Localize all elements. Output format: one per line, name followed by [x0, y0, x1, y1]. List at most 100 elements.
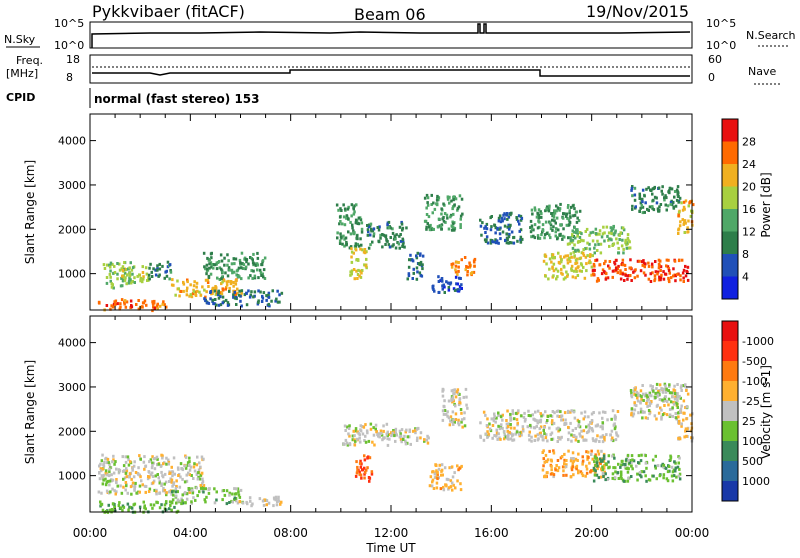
power-cell	[226, 253, 229, 257]
velocity-cell	[451, 481, 454, 485]
power-cell	[598, 229, 602, 233]
x-tick-label: 00:00	[675, 526, 710, 540]
power-cell	[226, 301, 230, 305]
velocity-cell	[223, 493, 227, 497]
velocity-cell	[588, 426, 591, 430]
velocity-cell	[237, 493, 241, 497]
velocity-cell	[114, 492, 117, 496]
power-cell	[554, 230, 557, 234]
velocity-cell	[175, 479, 178, 483]
power-cell	[667, 276, 670, 280]
power-cell	[204, 299, 207, 303]
power-cell	[516, 239, 519, 243]
power-cell	[204, 295, 207, 299]
power-cell	[649, 189, 653, 192]
power-cbar-label: Power [dB]	[759, 172, 773, 237]
power-echo-region	[450, 256, 477, 277]
velocity-cell	[587, 415, 590, 419]
velocity-cell	[627, 458, 630, 462]
velocity-cell	[453, 420, 456, 424]
velocity-cell	[603, 470, 606, 474]
power-cell	[436, 194, 439, 198]
power-cell	[580, 263, 583, 267]
power-cell	[359, 275, 363, 279]
velocity-cell	[113, 503, 116, 506]
power-cell	[142, 277, 145, 281]
power-cell	[630, 279, 633, 282]
velocity-cell	[596, 424, 599, 428]
power-cell	[370, 229, 373, 233]
power-cell	[593, 246, 596, 250]
velocity-cell	[652, 474, 655, 478]
power-cell	[376, 226, 379, 229]
power-cell	[576, 234, 579, 238]
velocity-cell	[372, 433, 376, 437]
power-cell	[217, 303, 221, 307]
power-cell	[206, 267, 209, 271]
power-cell	[143, 299, 147, 303]
velocity-cell	[449, 479, 453, 483]
power-cell	[569, 252, 573, 256]
velocity-cell	[546, 419, 549, 422]
power-cell	[484, 225, 487, 229]
power-cell	[536, 226, 540, 230]
velocity-cell	[652, 389, 655, 393]
velocity-cell	[443, 405, 446, 409]
velocity-cell	[426, 441, 430, 445]
power-cell	[624, 273, 627, 277]
power-cell	[199, 293, 202, 297]
power-cell	[113, 271, 117, 274]
velocity-cell	[607, 460, 610, 464]
power-cell	[586, 241, 589, 245]
velocity-cell	[454, 412, 458, 416]
velocity-cell	[172, 481, 176, 485]
velocity-cell	[678, 437, 682, 441]
power-cell	[360, 227, 364, 231]
velocity-cell	[539, 418, 543, 422]
power-cell	[125, 282, 128, 286]
power-cell	[355, 234, 359, 238]
velocity-cell	[595, 461, 599, 465]
velocity-cell	[457, 421, 460, 425]
power-cell	[646, 207, 649, 211]
power-cell	[655, 196, 658, 200]
power-cell	[364, 264, 368, 268]
power-cell	[369, 243, 372, 247]
power-cell	[604, 259, 607, 263]
velocity-cell	[108, 479, 112, 483]
power-cell	[123, 300, 126, 304]
power-echo-region	[366, 220, 408, 250]
velocity-cell	[509, 437, 513, 441]
velocity-cell	[658, 398, 662, 401]
velocity-cell	[414, 431, 417, 435]
power-cell	[556, 269, 560, 273]
power-cell	[656, 207, 660, 211]
power-cell	[341, 242, 344, 246]
power-heatmap	[97, 185, 695, 313]
power-cell	[437, 275, 440, 279]
power-cell	[554, 234, 557, 238]
velocity-cell	[161, 475, 165, 479]
power-cell	[206, 281, 210, 284]
power-cell	[626, 274, 630, 278]
velocity-cell	[580, 472, 584, 476]
power-cell	[210, 256, 213, 260]
velocity-cell	[602, 475, 605, 478]
power-cell	[338, 239, 342, 243]
velocity-cell	[195, 463, 199, 467]
velocity-cell	[458, 401, 461, 405]
velocity-cell	[489, 429, 493, 433]
power-cell	[153, 306, 156, 310]
power-cell	[120, 298, 124, 302]
power-cell	[256, 268, 259, 272]
velocity-cell	[579, 470, 583, 474]
power-cell	[214, 293, 218, 296]
velocity-cell	[647, 397, 650, 401]
power-cell	[234, 293, 237, 296]
power-cell	[338, 215, 342, 219]
velocity-cell	[445, 484, 448, 488]
velocity-cell	[448, 466, 451, 470]
velocity-cell	[515, 430, 519, 434]
velocity-cell	[536, 438, 540, 442]
velocity-cell	[591, 457, 594, 461]
